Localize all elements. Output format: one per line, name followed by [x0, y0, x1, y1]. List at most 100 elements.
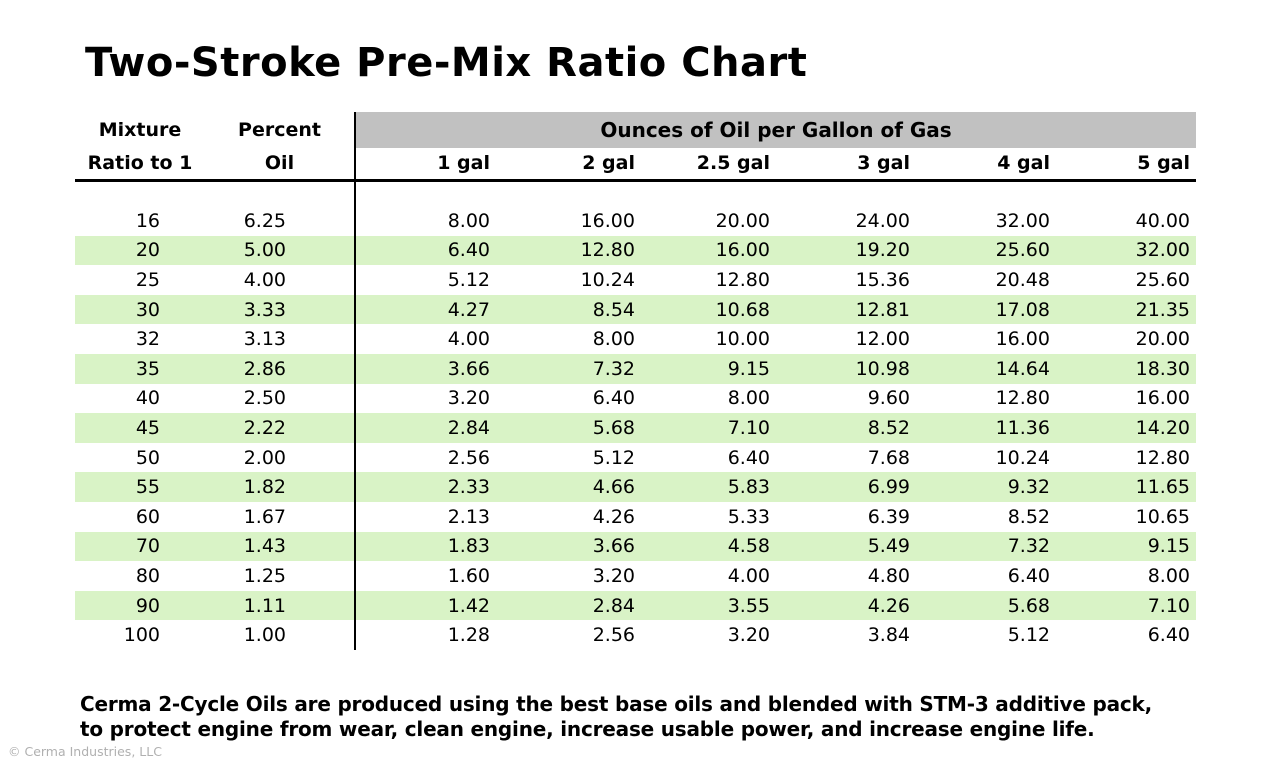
footer-line-2: to protect engine from wear, clean engin…	[80, 717, 1095, 741]
gal-2-cell: 6.40	[592, 387, 635, 410]
gal-1-cell: 4.00	[354, 324, 496, 354]
spacer-right	[353, 180, 1197, 206]
gal-5-cell: 6.40	[1147, 624, 1191, 647]
gal-3-cell: 15.36	[855, 268, 910, 291]
gal-2-cell: 3.66	[592, 535, 635, 558]
table-row: 60 1.67 2.13 4.26 5.33 6.39 8.52 10.65	[75, 501, 1196, 532]
ratio-cell: 30	[135, 298, 160, 321]
ratio-cell: 32	[135, 328, 160, 351]
gal-5-cell: 10.65	[1135, 505, 1191, 528]
ratio-cell: 50	[135, 446, 160, 469]
gal-4-cell: 16.00	[995, 328, 1050, 351]
percent-cell: 1.67	[243, 505, 286, 528]
percent-cell: 1.25	[243, 564, 286, 587]
gal-3-cell: 4.26	[867, 594, 910, 617]
ratio-cell: 80	[135, 564, 160, 587]
table-row: 90 1.11 1.42 2.84 3.55 4.26 5.68 7.10	[75, 590, 1197, 621]
gal-4-cell: 32.00	[995, 209, 1050, 232]
footer-line-1: Cerma 2-Cycle Oils are produced using th…	[80, 692, 1153, 716]
gal-1-cell: 6.40	[354, 235, 496, 266]
gal-2-5-cell: 4.00	[727, 564, 770, 587]
table-row: 100 1.00 1.28 2.56 3.20 3.84 5.12 6.40	[75, 620, 1196, 650]
gal-3-cell: 19.20	[855, 239, 910, 262]
header-row-2: Ratio to 1 Oil 1 gal 2 gal 2.5 gal 3 gal…	[75, 148, 1197, 182]
percent-cell: 4.00	[243, 268, 286, 291]
gal-column-header-2-5: 2.5 gal	[641, 148, 776, 182]
gal-2-5-cell: 7.10	[727, 416, 770, 439]
gal-3-cell: 9.60	[867, 387, 910, 410]
table-row: 30 3.33 4.27 8.54 10.68 12.81 17.08 21.35	[75, 294, 1197, 325]
percent-cell: 1.11	[243, 594, 286, 617]
gal-5-cell: 18.30	[1135, 357, 1191, 380]
table-row: 20 5.00 6.40 12.80 16.00 19.20 25.60 32.00	[75, 235, 1197, 266]
percent-cell: 3.13	[243, 328, 286, 351]
page-title: Two-Stroke Pre-Mix Ratio Chart	[85, 40, 808, 86]
spacer-row	[75, 180, 1197, 206]
table-row: 55 1.82 2.33 4.66 5.83 6.99 9.32 11.65	[75, 472, 1197, 502]
gal-2-5-cell: 12.80	[715, 268, 770, 291]
gal-5-cell: 9.15	[1147, 535, 1191, 558]
gal-3-cell: 5.49	[867, 535, 910, 558]
footer-note: Cerma 2-Cycle Oils are produced using th…	[80, 692, 1152, 742]
table-row: 70 1.43 1.83 3.66 4.58 5.49 7.32 9.15	[75, 531, 1197, 562]
gal-3-cell: 3.84	[867, 624, 910, 647]
gal-2-cell: 8.54	[592, 298, 635, 321]
gal-2-cell: 3.20	[592, 564, 635, 587]
gal-column-header-3: 3 gal	[776, 148, 916, 182]
percent-cell: 2.00	[243, 446, 286, 469]
percent-cell: 3.33	[243, 298, 286, 321]
ratio-cell: 35	[135, 357, 160, 380]
gal-5-cell: 8.00	[1147, 564, 1191, 587]
gal-1-cell: 4.27	[354, 294, 496, 325]
spacer-left	[75, 180, 355, 206]
gal-2-5-cell: 4.58	[727, 535, 770, 558]
gal-3-cell: 4.80	[867, 564, 910, 587]
gal-4-cell: 12.80	[995, 387, 1050, 410]
header-ratio-to-1: Ratio to 1	[75, 148, 205, 182]
percent-cell: 1.00	[243, 624, 286, 647]
gal-5-cell: 21.35	[1135, 298, 1191, 321]
table-row: 80 1.25 1.60 3.20 4.00 4.80 6.40 8.00	[75, 561, 1196, 591]
gal-2-cell: 10.24	[580, 268, 635, 291]
premix-ratio-table: Mixture Percent Ounces of Oil per Gallon…	[75, 112, 1197, 650]
gal-2-cell: 2.84	[592, 594, 635, 617]
gal-2-5-cell: 9.15	[727, 357, 770, 380]
gal-1-cell: 3.66	[354, 353, 496, 384]
ratio-cell: 60	[135, 505, 160, 528]
percent-cell: 6.25	[243, 209, 286, 232]
gal-5-cell: 25.60	[1135, 268, 1191, 291]
premix-table-container: Mixture Percent Ounces of Oil per Gallon…	[75, 112, 1197, 650]
gal-1-cell: 1.60	[354, 561, 496, 591]
table-row: 35 2.86 3.66 7.32 9.15 10.98 14.64 18.30	[75, 353, 1197, 384]
percent-cell: 5.00	[243, 239, 286, 262]
copyright-text: © Cerma Industries, LLC	[8, 744, 162, 759]
gal-1-cell: 1.28	[354, 620, 496, 650]
gal-2-5-cell: 20.00	[715, 209, 770, 232]
gal-2-cell: 7.32	[592, 357, 635, 380]
ratio-cell: 100	[123, 624, 160, 647]
percent-cell: 1.82	[243, 476, 286, 499]
ratio-cell: 45	[135, 416, 160, 439]
ratio-cell: 25	[135, 268, 160, 291]
gal-4-cell: 7.32	[1007, 535, 1050, 558]
table-header: Mixture Percent Ounces of Oil per Gallon…	[75, 112, 1197, 206]
table-row: 40 2.50 3.20 6.40 8.00 9.60 12.80 16.00	[75, 383, 1196, 414]
gal-1-cell: 1.42	[354, 590, 496, 621]
gal-4-cell: 17.08	[995, 298, 1050, 321]
gal-3-cell: 10.98	[855, 357, 910, 380]
gal-4-cell: 25.60	[995, 239, 1050, 262]
gal-4-cell: 11.36	[995, 416, 1050, 439]
gal-4-cell: 20.48	[995, 268, 1050, 291]
table-row: 50 2.00 2.56 5.12 6.40 7.68 10.24 12.80	[75, 442, 1196, 473]
gal-2-cell: 8.00	[592, 328, 635, 351]
gal-1-cell: 2.56	[354, 442, 496, 473]
gal-2-5-cell: 3.20	[727, 624, 770, 647]
gal-2-cell: 5.68	[592, 416, 635, 439]
gal-2-5-cell: 5.83	[727, 476, 770, 499]
gal-3-cell: 12.81	[855, 298, 910, 321]
ratio-cell: 70	[135, 535, 160, 558]
gal-2-5-cell: 6.40	[727, 446, 770, 469]
gal-2-cell: 5.12	[592, 446, 635, 469]
gal-2-5-cell: 5.33	[727, 505, 770, 528]
ratio-cell: 16	[135, 209, 160, 232]
